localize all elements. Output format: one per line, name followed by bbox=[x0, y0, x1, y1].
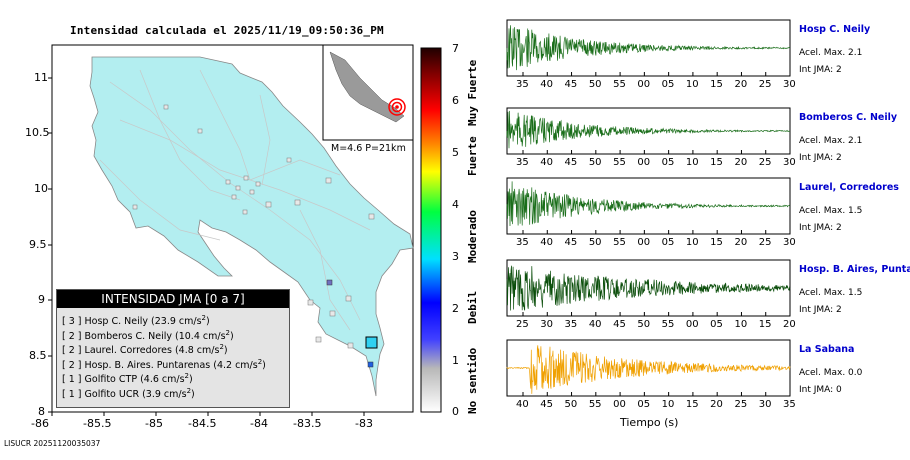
report-id: LISUCR 20251120035037 bbox=[4, 439, 101, 448]
legend-item: [ 3 ] Hosp C. Neily (23.9 cm/s2) bbox=[62, 314, 210, 328]
intensity-legend: INTENSIDAD JMA [0 a 7] [ 3 ] Hosp C. Nei… bbox=[56, 289, 290, 408]
station-hosp-b-aires bbox=[326, 279, 333, 286]
waveform-line bbox=[506, 265, 791, 311]
station-golfito bbox=[367, 361, 374, 368]
legend-title: INTENSIDAD JMA [0 a 7] bbox=[57, 290, 289, 308]
intensity-colorbar bbox=[420, 47, 442, 413]
road-network bbox=[99, 69, 371, 331]
map-title: Intensidad calculada el 2025/11/19_09:50… bbox=[70, 24, 384, 37]
epicenter-ring-inner bbox=[391, 101, 403, 113]
waveform-line bbox=[506, 110, 791, 149]
epicenter-dot bbox=[395, 105, 399, 109]
inset-land bbox=[329, 51, 405, 123]
map-axis-ticks bbox=[48, 77, 365, 416]
waveform-line bbox=[506, 25, 791, 71]
legend-item: [ 1 ] Golfito UCR (3.9 cm/s2) bbox=[62, 386, 195, 400]
epicenter-ring bbox=[388, 98, 406, 116]
station-markers bbox=[132, 104, 375, 349]
legend-item: [ 2 ] Laurel. Corredores (4.8 cm/s2) bbox=[62, 343, 228, 357]
legend-item: [ 2 ] Bomberos C. Neily (10.4 cm/s2) bbox=[62, 328, 234, 342]
station-hosp-c-neily bbox=[365, 336, 378, 349]
waveform-line bbox=[506, 181, 791, 227]
waveform-line bbox=[506, 345, 791, 394]
time-axis-label: Tiempo (s) bbox=[620, 416, 679, 429]
legend-item: [ 1 ] Golfito CTP (4.6 cm/s2) bbox=[62, 372, 193, 386]
legend-item: [ 2 ] Hosp. B. Aires. Puntarenas (4.2 cm… bbox=[62, 357, 266, 371]
